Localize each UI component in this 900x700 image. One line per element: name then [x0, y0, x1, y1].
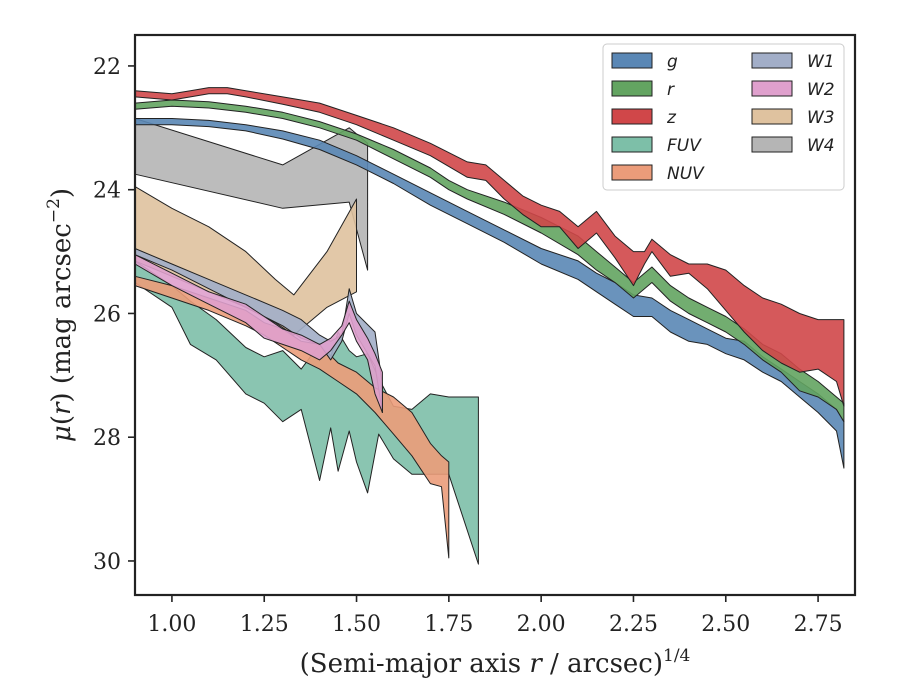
- y-tick-label: 28: [93, 426, 121, 451]
- x-tick-label: 2.50: [701, 612, 750, 637]
- band-r: [134, 99, 845, 423]
- x-tick-label: 1.00: [147, 612, 196, 637]
- bands-layer: [134, 87, 845, 565]
- y-tick-label: 22: [93, 55, 121, 80]
- band-w4: [134, 118, 369, 271]
- legend-swatch-z: [611, 108, 653, 125]
- legend-swatch-r: [611, 80, 653, 97]
- legend-label-w4: W4: [807, 136, 835, 156]
- legend-swatch-fuv: [611, 136, 653, 153]
- legend: grz FUV NUV W1 W2 W3 W4: [602, 43, 845, 191]
- legend-label-w1: W1: [807, 52, 835, 72]
- legend-swatch-w4: [751, 136, 793, 153]
- legend-label-g: g: [667, 52, 678, 72]
- band-w2: [134, 254, 383, 413]
- y-tick-label: 26: [93, 302, 121, 327]
- legend-swatch-w3: [751, 108, 793, 125]
- legend-swatch-nuv: [611, 164, 653, 181]
- legend-label-nuv: NUV: [667, 164, 705, 184]
- band-g: [134, 118, 845, 469]
- y-tick-label: 30: [93, 550, 121, 575]
- legend-label-fuv: FUV: [667, 136, 702, 156]
- y-ticks: 22 24 26 28 30: [93, 55, 135, 575]
- legend-label-r: r: [667, 80, 675, 100]
- x-tick-label: 1.75: [424, 612, 473, 637]
- plot-frame: [133, 33, 857, 597]
- legend-swatch-w2: [751, 80, 793, 97]
- band-fuv: [134, 260, 479, 565]
- x-ticks: 1.00 1.25 1.50 1.75 2.00 2.25 2.50 2.75: [147, 595, 843, 637]
- y-axis-label: μ(r) (mag arcsec−2): [44, 188, 77, 442]
- x-tick-label: 2.00: [517, 612, 566, 637]
- legend-label-w3: W3: [807, 108, 835, 128]
- x-tick-label: 1.50: [332, 612, 381, 637]
- legend-swatch-g: [611, 52, 653, 69]
- band-z: [134, 87, 845, 407]
- legend-swatch-w1: [751, 52, 793, 69]
- legend-label-z: z: [666, 108, 677, 128]
- x-tick-label: 1.25: [240, 612, 289, 637]
- x-axis-label: (Semi-major axis r / arcsec)1/4: [300, 646, 691, 679]
- x-tick-label: 2.25: [609, 612, 658, 637]
- x-tick-label: 2.75: [794, 612, 843, 637]
- legend-label-w2: W2: [807, 80, 835, 100]
- y-tick-label: 24: [93, 179, 121, 204]
